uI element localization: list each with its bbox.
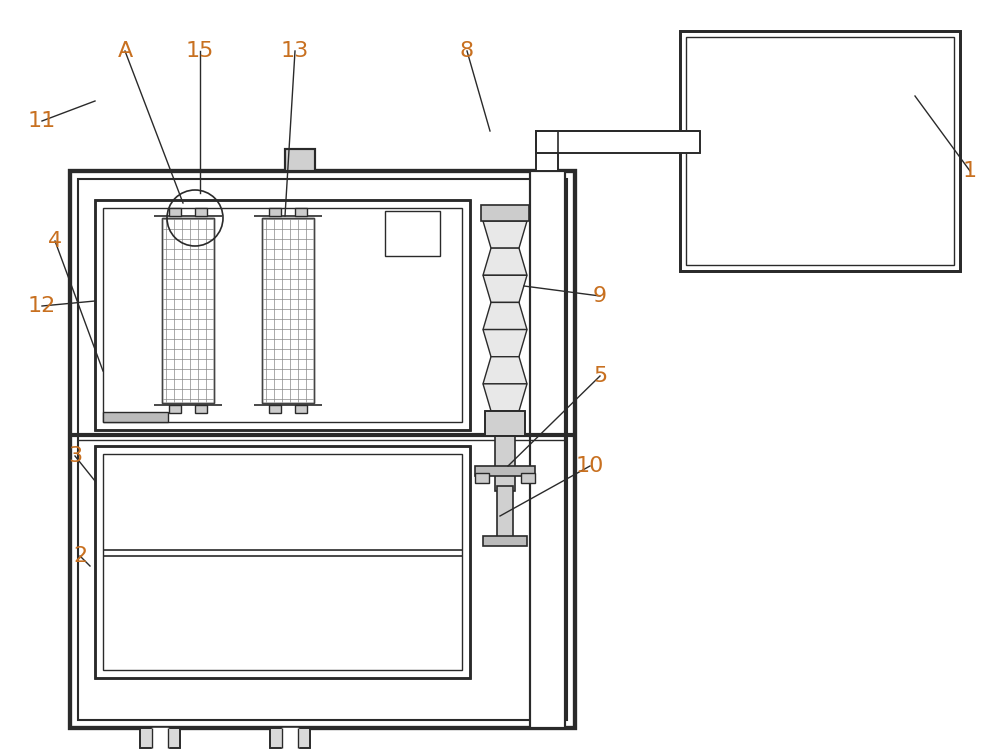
Bar [475,473,489,483]
Bar [95,200,470,430]
Bar [385,211,440,256]
Bar [103,208,462,422]
Polygon shape [483,357,527,384]
Bar [169,405,181,413]
Bar [475,466,535,476]
Bar [285,149,315,171]
Bar [530,171,565,728]
Bar [95,446,470,678]
Bar [686,37,954,265]
Text: 11: 11 [28,111,56,131]
Bar [162,218,214,403]
Bar [530,171,565,728]
Bar [95,446,470,678]
Bar [70,171,575,728]
Text: 3: 3 [68,446,82,466]
Bar [269,405,281,413]
Bar [262,218,314,403]
Bar [270,728,310,748]
Bar [269,208,281,216]
Text: 9: 9 [593,286,607,306]
Bar [536,131,558,171]
Text: 4: 4 [48,231,62,251]
Bar [195,405,207,413]
Bar [285,149,315,171]
Bar [282,728,298,748]
Bar [70,171,575,728]
Polygon shape [483,384,527,411]
Bar [481,205,529,221]
Text: 10: 10 [576,456,604,476]
Bar [95,200,470,430]
Bar [680,31,960,271]
Bar [262,218,314,403]
Bar [103,454,462,670]
Bar [78,179,567,720]
Bar [152,728,168,748]
Polygon shape [483,330,527,357]
Bar [495,436,515,491]
Bar [521,473,535,483]
Bar [140,728,180,748]
Text: 8: 8 [460,41,474,61]
Bar [485,411,525,436]
Text: 5: 5 [593,366,607,386]
Bar [483,536,527,546]
Bar [195,208,207,216]
Bar [162,218,214,403]
Polygon shape [483,276,527,303]
Text: 1: 1 [963,161,977,181]
Text: A: A [117,41,133,61]
Bar [169,208,181,216]
Text: 12: 12 [28,296,56,316]
Bar [485,411,525,436]
Polygon shape [483,303,527,330]
Bar [536,131,558,171]
Bar [295,208,307,216]
Bar [680,31,960,271]
Polygon shape [483,248,527,276]
Bar [536,131,700,153]
Bar [103,412,168,422]
Text: 15: 15 [186,41,214,61]
Text: 2: 2 [73,546,87,566]
Polygon shape [483,221,527,248]
Bar [140,728,180,748]
Bar [536,131,700,153]
Text: 13: 13 [281,41,309,61]
Bar [295,405,307,413]
Bar [497,486,513,541]
Bar [270,728,310,748]
